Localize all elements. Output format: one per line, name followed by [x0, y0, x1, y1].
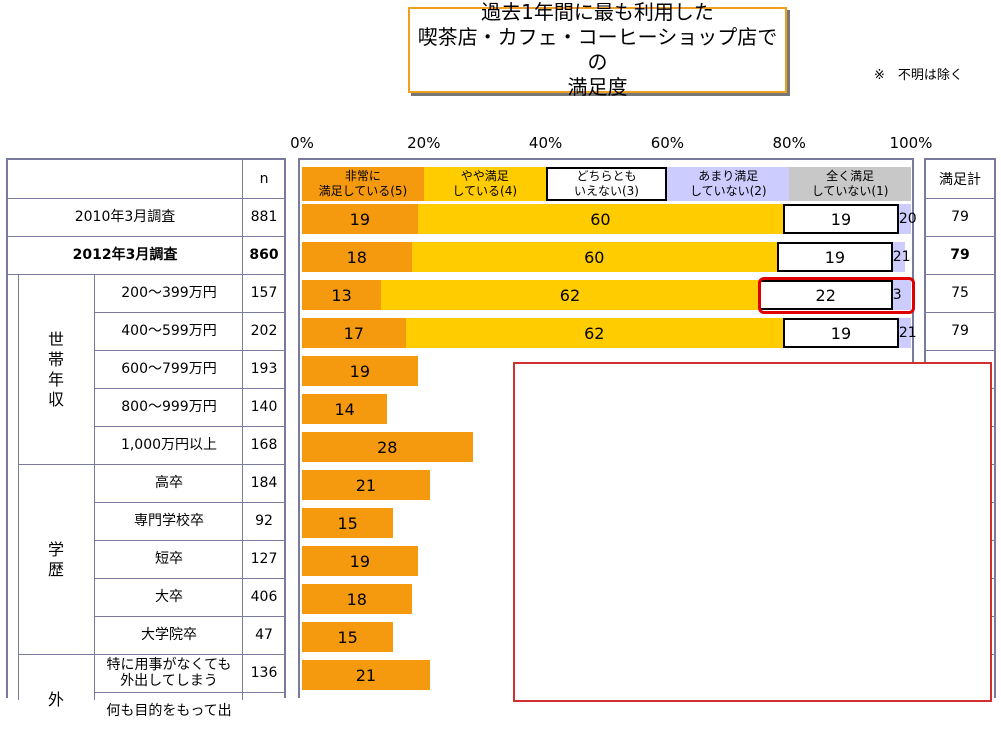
- row-n: 168: [250, 437, 278, 453]
- chart-title: 過去1年間に最も利用した 喫茶店・カフェ・コーヒーショップ店での 満足度: [417, 0, 778, 99]
- x-tick-label: 100%: [889, 134, 933, 152]
- total-header: 満足計: [939, 172, 981, 188]
- bar-segment: 28: [302, 432, 473, 462]
- bar-segment: 14: [302, 394, 388, 424]
- grid-line: [8, 236, 284, 237]
- row-label: 大卒: [155, 589, 183, 605]
- grid-line: [94, 274, 95, 700]
- grid-line: [94, 350, 284, 351]
- bar-segment: 19: [302, 546, 418, 576]
- bar-segment: 18: [302, 584, 412, 614]
- grid-line: [18, 654, 284, 655]
- row-label: 1,000万円以上: [120, 437, 218, 453]
- grid-line: [94, 616, 284, 617]
- highlight-box: [758, 277, 915, 314]
- grid-line: [926, 274, 994, 275]
- bar-segment: 21: [892, 242, 911, 272]
- bar-segment: 62: [405, 318, 784, 348]
- row-n: 157: [250, 285, 278, 301]
- total-value: 75: [951, 285, 969, 301]
- exclusion-note: ※ 不明は除く: [874, 68, 963, 83]
- legend-item: 全く満足 していない(1): [789, 167, 911, 201]
- bar-segment: 19: [777, 242, 893, 272]
- grid-line: [94, 502, 284, 503]
- group-label: 世帯年収: [47, 330, 64, 409]
- total-value: 79: [950, 247, 970, 263]
- grid-line: [8, 198, 284, 199]
- row-label: 短卒: [155, 551, 183, 567]
- bar-segment: 21: [302, 660, 430, 690]
- grid-line: [926, 198, 994, 199]
- row-n: 92: [255, 513, 273, 529]
- row-label: 200〜399万円: [121, 285, 217, 301]
- x-tick-label: 40%: [528, 134, 563, 152]
- bar-segment: 22: [758, 280, 893, 310]
- row-n: 202: [250, 323, 278, 339]
- row-n: 860: [249, 247, 279, 263]
- bar-segment: 62: [381, 280, 759, 310]
- row-n: 140: [250, 399, 278, 415]
- row-label: 大学院卒: [141, 627, 197, 643]
- bar-segment: 21: [898, 318, 917, 348]
- row-label: 2010年3月調査: [74, 209, 176, 225]
- bar-segment: 19: [302, 356, 418, 386]
- bar-segment: 20: [898, 204, 917, 234]
- x-tick-label: 0%: [290, 134, 314, 152]
- row-n: 127: [250, 551, 278, 567]
- grid-line: [94, 426, 284, 427]
- grid-line: [94, 692, 284, 693]
- bar-segment: 19: [783, 204, 899, 234]
- row-n: 406: [250, 589, 278, 605]
- row-label-table: n 2010年3月調査 881 2012年3月調査 860 200〜399万円 157 40…: [6, 158, 286, 719]
- grid-line: [94, 540, 284, 541]
- row-label: 400〜599万円: [121, 323, 217, 339]
- redaction-overlay: [513, 362, 992, 702]
- row-label: 特に用事がなくても 外出してしまう: [106, 657, 232, 689]
- bar-segment: 17: [302, 318, 406, 348]
- grid-line: [242, 160, 243, 700]
- x-tick-label: 60%: [650, 134, 685, 152]
- bar-segment: 60: [417, 204, 784, 234]
- row-label: 800〜999万円: [121, 399, 217, 415]
- group-label: 学歴: [47, 540, 64, 579]
- bar-segment: 60: [411, 242, 777, 272]
- grid-line: [18, 464, 284, 465]
- bar-segment: 19: [302, 204, 418, 234]
- grid-line: [926, 236, 994, 237]
- bar-segment: 19: [783, 318, 899, 348]
- legend-item: やや満足 している(4): [423, 167, 546, 201]
- row-n: 881: [250, 209, 278, 225]
- bar-segment: 13: [302, 280, 382, 310]
- total-value: 79: [951, 209, 969, 225]
- bar-segment: 15: [302, 622, 394, 652]
- row-n: 136: [250, 665, 278, 681]
- row-n: 47: [255, 627, 273, 643]
- grid-line: [8, 274, 284, 275]
- grid-line: [926, 312, 994, 313]
- grid-line: [926, 350, 994, 351]
- legend-item: どちらとも いえない(3): [545, 167, 668, 201]
- total-value: 79: [951, 323, 969, 339]
- grid-line: [94, 578, 284, 579]
- grid-line: [94, 312, 284, 313]
- row-n: 193: [250, 361, 278, 377]
- row-label: 高卒: [155, 475, 183, 491]
- bar-segment: 21: [302, 470, 430, 500]
- row-label: 2012年3月調査: [72, 247, 178, 263]
- grid-line: [94, 388, 284, 389]
- chart-title-box: 過去1年間に最も利用した 喫茶店・カフェ・コーヒーショップ店での 満足度: [408, 0, 787, 99]
- bar-segment: 15: [302, 508, 394, 538]
- legend-item: あまり満足 していない(2): [667, 167, 790, 201]
- grid-line: [18, 274, 19, 700]
- bar-segment: 18: [302, 242, 412, 272]
- group-label: 外: [47, 690, 64, 709]
- row-n: 184: [250, 475, 278, 491]
- n-header: n: [259, 171, 269, 187]
- bar-segment: 3: [892, 280, 911, 310]
- row-label: 600〜799万円: [121, 361, 217, 377]
- legend-item: 非常に 満足している(5): [302, 167, 424, 201]
- x-tick-label: 80%: [772, 134, 806, 152]
- x-tick-label: 20%: [407, 134, 441, 152]
- row-label: 専門学校卒: [134, 513, 204, 529]
